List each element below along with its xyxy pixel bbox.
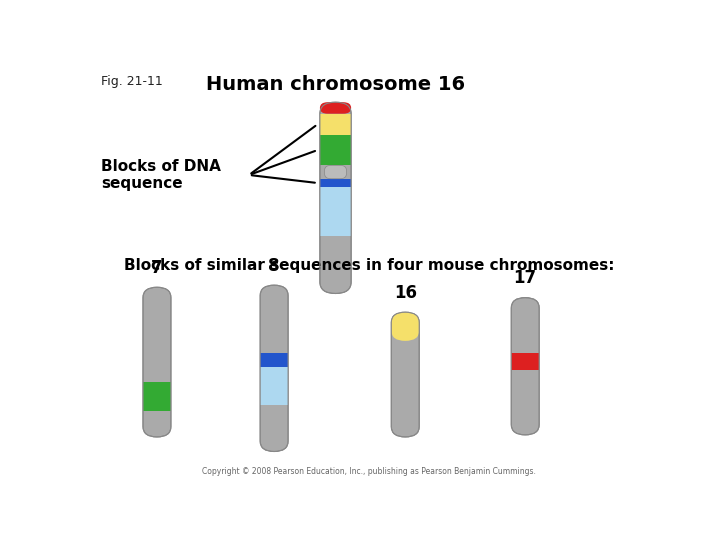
- Bar: [260, 367, 288, 405]
- Text: 16: 16: [394, 284, 417, 302]
- Bar: [320, 179, 351, 187]
- Bar: [511, 353, 539, 370]
- FancyBboxPatch shape: [320, 102, 351, 293]
- FancyBboxPatch shape: [143, 287, 171, 437]
- Bar: [320, 135, 351, 165]
- Bar: [320, 187, 351, 236]
- Text: 8: 8: [269, 257, 280, 275]
- FancyBboxPatch shape: [325, 165, 346, 179]
- FancyBboxPatch shape: [392, 312, 419, 437]
- Bar: [260, 353, 288, 367]
- Bar: [143, 382, 171, 411]
- Text: Fig. 21-11: Fig. 21-11: [101, 75, 163, 88]
- FancyBboxPatch shape: [511, 298, 539, 435]
- Text: Copyright © 2008 Pearson Education, Inc., publishing as Pearson Benjamin Cumming: Copyright © 2008 Pearson Education, Inc.…: [202, 467, 536, 476]
- Text: Blocks of similar sequences in four mouse chromosomes:: Blocks of similar sequences in four mous…: [124, 258, 614, 273]
- Text: Blocks of DNA
sequence: Blocks of DNA sequence: [102, 159, 221, 191]
- FancyBboxPatch shape: [392, 312, 419, 341]
- FancyBboxPatch shape: [320, 102, 351, 114]
- Text: Human chromosome 16: Human chromosome 16: [206, 75, 465, 94]
- FancyBboxPatch shape: [260, 285, 288, 451]
- Bar: [320, 114, 351, 135]
- Text: 17: 17: [513, 269, 537, 287]
- Text: 7: 7: [151, 259, 163, 277]
